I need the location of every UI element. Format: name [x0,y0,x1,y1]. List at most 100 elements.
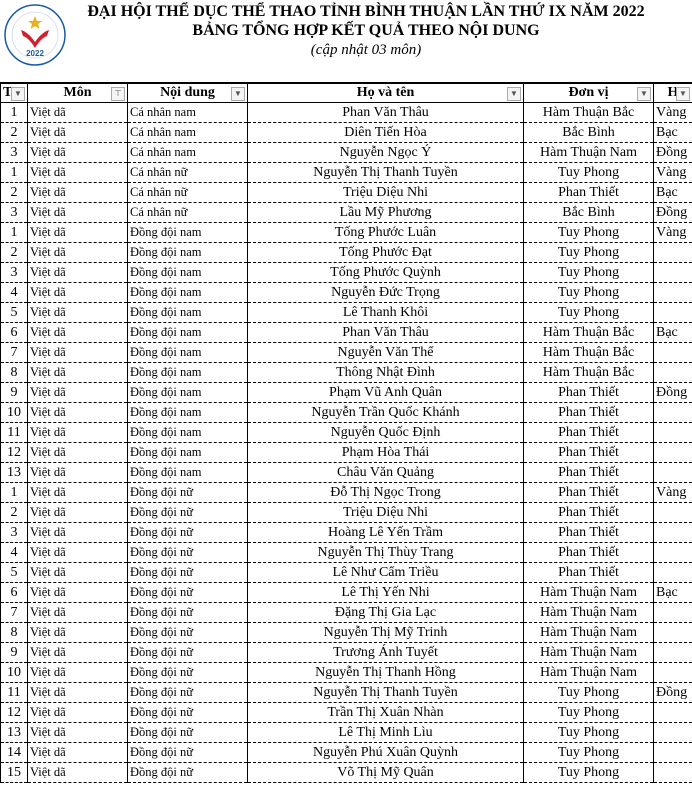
col-ho-ten-cell[interactable]: Đặng Thị Gia Lạc [247,602,524,623]
col-stt-cell[interactable]: 3 [0,262,28,283]
col-huy-chuong-cell[interactable] [653,522,692,543]
col-stt-cell[interactable]: 7 [0,342,28,363]
col-don-vi-cell[interactable]: Tuy Phong [523,162,654,183]
col-mon-cell[interactable]: Việt dã [27,522,128,543]
col-mon-cell[interactable]: Việt dã [27,502,128,523]
col-noi-dung-cell[interactable]: Đồng đội nam [127,402,248,423]
col-stt-cell[interactable]: 4 [0,542,28,563]
col-stt-cell[interactable]: 1 [0,482,28,503]
col-stt-cell[interactable]: 9 [0,642,28,663]
col-noi-dung-cell[interactable]: Đồng đội nam [127,282,248,303]
col-stt-cell[interactable]: 3 [0,142,28,163]
col-don-vi-cell[interactable]: Hàm Thuận Nam [523,622,654,643]
col-huy-chuong-cell[interactable]: Vàng [653,222,692,243]
col-huy-chuong-cell[interactable] [653,542,692,563]
col-ho-ten-cell[interactable]: Nguyễn Trần Quốc Khánh [247,402,524,423]
col-ho-ten-cell[interactable]: Lê Thị Yến Nhi [247,582,524,603]
col-mon-cell[interactable]: Việt dã [27,402,128,423]
col-noi-dung-cell[interactable]: Đồng đội nữ [127,762,248,783]
col-mon-cell[interactable]: Việt dã [27,662,128,683]
col-stt-cell[interactable]: 13 [0,722,28,743]
col-mon-cell[interactable]: Việt dã [27,102,128,123]
col-ho-ten-cell[interactable]: Phạm Hòa Thái [247,442,524,463]
col-don-vi-cell[interactable]: Tuy Phong [523,262,654,283]
col-huy-chuong-cell[interactable]: Đồng [653,682,692,703]
col-mon-cell[interactable]: Việt dã [27,142,128,163]
col-mon-cell[interactable]: Việt dã [27,462,128,483]
col-mon-cell[interactable]: Việt dã [27,702,128,723]
filter-active-icon[interactable]: ⊤ [111,87,125,101]
col-don-vi-cell[interactable]: Hàm Thuận Nam [523,142,654,163]
col-don-vi-cell[interactable]: Tuy Phong [523,702,654,723]
col-don-vi-cell[interactable]: Hàm Thuận Nam [523,582,654,603]
col-mon-cell[interactable]: Việt dã [27,642,128,663]
col-don-vi-cell[interactable]: Phan Thiết [523,182,654,203]
col-mon-cell[interactable]: Việt dã [27,482,128,503]
col-mon-cell[interactable]: Việt dã [27,362,128,383]
col-ho-ten-cell[interactable]: Nguyễn Thị Thùy Trang [247,542,524,563]
col-mon-cell[interactable]: Việt dã [27,442,128,463]
col-stt-cell[interactable]: 7 [0,602,28,623]
col-ho-ten-cell[interactable]: Hoàng Lê Yến Trầm [247,522,524,543]
col-huy-chuong-cell[interactable] [653,502,692,523]
col-noi-dung-cell[interactable]: Đồng đội nam [127,462,248,483]
col-mon-cell[interactable]: Việt dã [27,682,128,703]
col-noi-dung-cell[interactable]: Đồng đội nữ [127,622,248,643]
col-huy-chuong-cell[interactable] [653,442,692,463]
col-huy-chuong-cell[interactable]: Bạc [653,122,692,143]
col-stt-cell[interactable]: 11 [0,682,28,703]
col-stt-cell[interactable]: 15 [0,762,28,783]
col-noi-dung-cell[interactable]: Đồng đội nam [127,362,248,383]
col-ho-ten-cell[interactable]: Nguyễn Phú Xuân Quỳnh [247,742,524,763]
col-stt-cell[interactable]: 14 [0,742,28,763]
col-stt-cell[interactable]: 5 [0,302,28,323]
col-stt-cell[interactable]: 13 [0,462,28,483]
col-noi-dung-cell[interactable]: Đồng đội nữ [127,602,248,623]
col-noi-dung-cell[interactable]: Cá nhân nữ [127,202,248,223]
col-noi-dung-cell[interactable]: Cá nhân nam [127,142,248,163]
col-huy-chuong-cell[interactable] [653,282,692,303]
col-ho-ten-cell[interactable]: Tống Phước Quỳnh [247,262,524,283]
col-huy-chuong-cell[interactable] [653,362,692,383]
col-don-vi-cell[interactable]: Tuy Phong [523,722,654,743]
col-huy-chuong-cell[interactable]: Đồng [653,142,692,163]
col-huy-chuong-cell[interactable]: Bạc [653,322,692,343]
col-mon-cell[interactable]: Việt dã [27,242,128,263]
col-don-vi-cell[interactable]: Phan Thiết [523,402,654,423]
col-stt-cell[interactable]: 6 [0,582,28,603]
col-noi-dung-cell[interactable]: Đồng đội nữ [127,722,248,743]
col-don-vi-cell[interactable]: Bắc Bình [523,202,654,223]
col-huy-chuong-cell[interactable] [653,402,692,423]
col-don-vi-cell[interactable]: Phan Thiết [523,382,654,403]
col-don-vi-cell[interactable]: Tuy Phong [523,302,654,323]
col-noi-dung-cell[interactable]: Đồng đội nữ [127,702,248,723]
filter-dropdown-icon[interactable]: ▼ [507,87,521,101]
col-don-vi-cell[interactable]: Tuy Phong [523,282,654,303]
col-don-vi-cell[interactable]: Hàm Thuận Nam [523,662,654,683]
col-stt-cell[interactable]: 1 [0,222,28,243]
col-noi-dung-cell[interactable]: Đồng đội nữ [127,582,248,603]
col-huy-chuong-cell[interactable] [653,562,692,583]
col-stt-cell[interactable]: 2 [0,242,28,263]
col-noi-dung-cell[interactable]: Đồng đội nữ [127,502,248,523]
col-stt-cell[interactable]: 2 [0,122,28,143]
col-ho-ten-cell[interactable]: Tống Phước Đạt [247,242,524,263]
col-huy-chuong-cell[interactable] [653,702,692,723]
col-stt-cell[interactable]: 10 [0,402,28,423]
filter-dropdown-icon[interactable]: ▼ [676,87,690,101]
col-don-vi-cell[interactable]: Phan Thiết [523,502,654,523]
col-don-vi-cell[interactable]: Bắc Bình [523,122,654,143]
col-ho-ten-cell[interactable]: Trần Thị Xuân Nhàn [247,702,524,723]
col-huy-chuong-cell[interactable] [653,302,692,323]
col-ho-ten-cell[interactable]: Lê Thị Minh Lìu [247,722,524,743]
col-don-vi-cell[interactable]: Tuy Phong [523,222,654,243]
col-ho-ten-cell[interactable]: Thông Nhật Đình [247,362,524,383]
col-noi-dung-cell[interactable]: Cá nhân nữ [127,182,248,203]
col-mon-cell[interactable]: Việt dã [27,722,128,743]
col-don-vi-cell[interactable]: Phan Thiết [523,462,654,483]
col-mon-cell[interactable]: Việt dã [27,762,128,783]
col-noi-dung-cell[interactable]: Đồng đội nữ [127,522,248,543]
col-mon-cell[interactable]: Việt dã [27,342,128,363]
filter-dropdown-icon[interactable]: ▼ [637,87,651,101]
col-noi-dung-cell[interactable]: Cá nhân nam [127,122,248,143]
